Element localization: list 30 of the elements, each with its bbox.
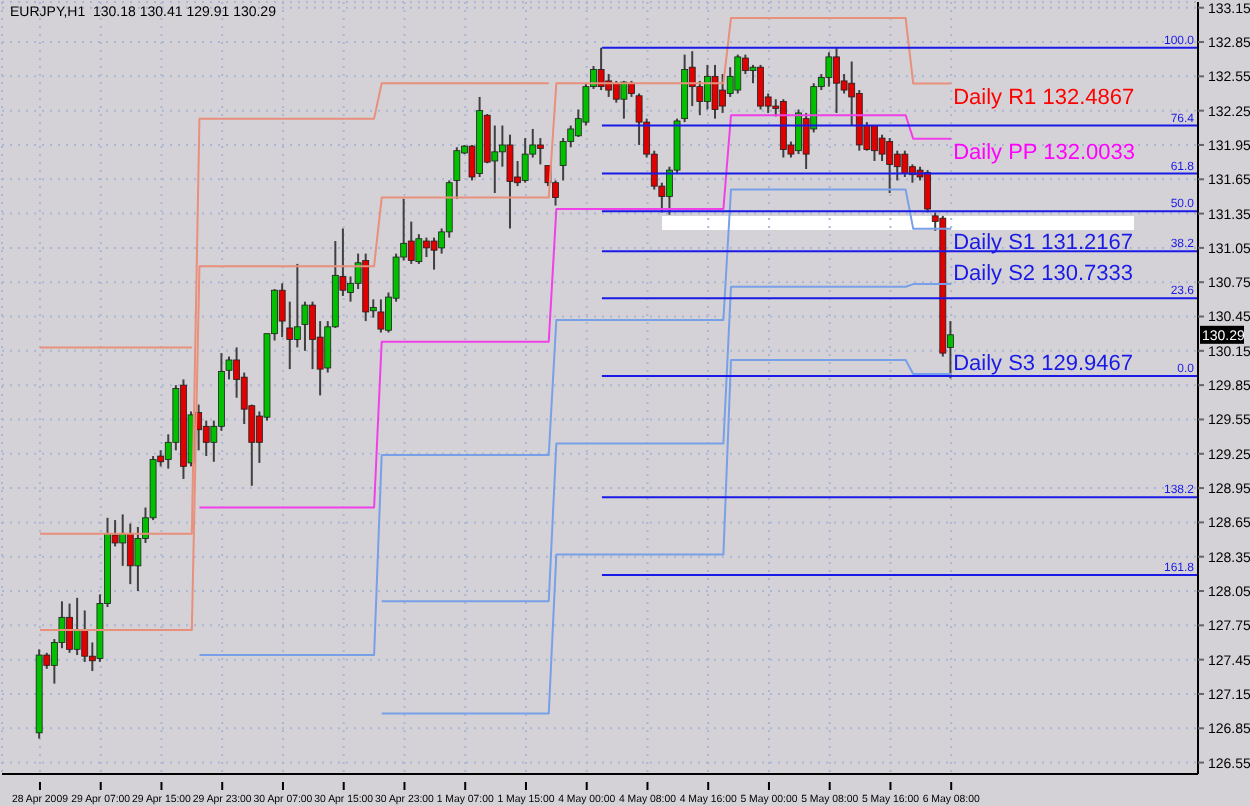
- candlestick: [825, 51, 833, 88]
- candlestick: [521, 137, 529, 184]
- candlestick: [377, 298, 385, 334]
- annotation: Daily S3 129.9467: [953, 352, 1134, 377]
- candlestick: [833, 46, 840, 114]
- candlestick: [536, 137, 544, 166]
- candlestick: [871, 124, 878, 162]
- annotation: Daily S2 130.7333: [953, 262, 1134, 287]
- candlestick: [430, 236, 438, 271]
- candlestick: [886, 137, 894, 194]
- candlestick: [73, 596, 81, 657]
- annotation: Daily R1 132.4867: [953, 85, 1135, 110]
- candlestick: [506, 133, 514, 230]
- candlestick: [704, 63, 711, 111]
- candlestick: [423, 236, 430, 259]
- candlestick: [66, 602, 73, 654]
- line-series: [198, 188, 953, 657]
- annotation: Daily PP 132.0033: [953, 140, 1136, 165]
- candlestick: [597, 46, 605, 92]
- annotation: Daily S1 131.2167: [953, 230, 1134, 255]
- candlestick: [126, 522, 134, 586]
- candlestick: [924, 169, 932, 214]
- candlestick: [719, 73, 726, 114]
- candlestick: [901, 149, 909, 178]
- candlestick: [119, 513, 127, 567]
- candlestick: [711, 63, 719, 120]
- line-series: [198, 114, 953, 509]
- candlestick: [734, 53, 742, 95]
- candlestick: [612, 79, 620, 104]
- candlestick: [757, 63, 764, 111]
